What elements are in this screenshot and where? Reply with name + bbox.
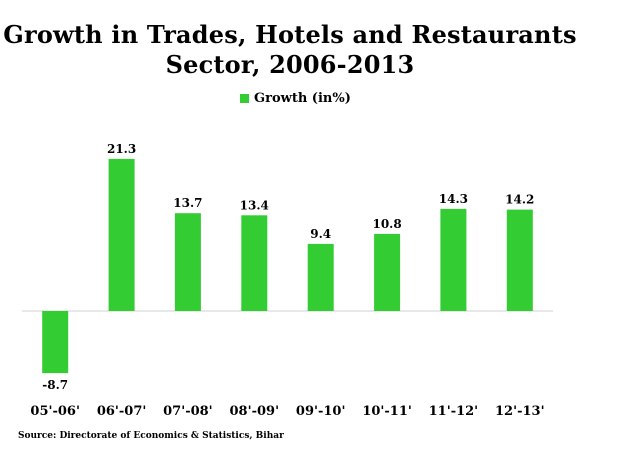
chart-title: Growth in Trades, Hotels and Restaurants…	[0, 20, 580, 80]
bar-0	[42, 311, 69, 374]
bar-3	[241, 215, 268, 311]
category-label-6: 11'-12'	[429, 404, 479, 419]
category-label-4: 09'-10'	[296, 404, 346, 419]
data-label-0: -8.7	[42, 378, 68, 392]
data-label-6: 14.3	[439, 192, 468, 206]
category-label-3: 08'-09'	[230, 404, 280, 419]
data-label-3: 13.4	[240, 198, 269, 212]
category-label-7: 12'-13'	[495, 404, 545, 419]
bar-2	[174, 213, 201, 311]
bar-1	[108, 158, 135, 311]
data-label-4: 9.4	[310, 227, 331, 241]
category-label-1: 06'-07'	[97, 404, 147, 419]
chart-title-line-2: Sector, 2006-2013	[165, 50, 415, 79]
data-label-5: 10.8	[372, 217, 401, 231]
category-label-2: 07'-08'	[163, 404, 213, 419]
bar-6	[440, 208, 467, 311]
data-label-2: 13.7	[173, 196, 202, 210]
data-label-7: 14.2	[505, 193, 534, 207]
legend-label: Growth (in%)	[254, 90, 351, 106]
bar-4	[307, 243, 334, 311]
chart-legend: Growth (in%)	[240, 90, 351, 106]
legend-swatch	[240, 93, 249, 103]
bar-5	[374, 233, 401, 311]
bar-7	[506, 209, 533, 311]
source-note: Source: Directorate of Economics & Stati…	[18, 431, 284, 441]
data-label-1: 21.3	[107, 142, 136, 156]
chart-title-line-1: Growth in Trades, Hotels and Restaurants	[3, 20, 577, 49]
category-label-5: 10'-11'	[362, 404, 412, 419]
category-label-0: 05'-06'	[30, 404, 80, 419]
